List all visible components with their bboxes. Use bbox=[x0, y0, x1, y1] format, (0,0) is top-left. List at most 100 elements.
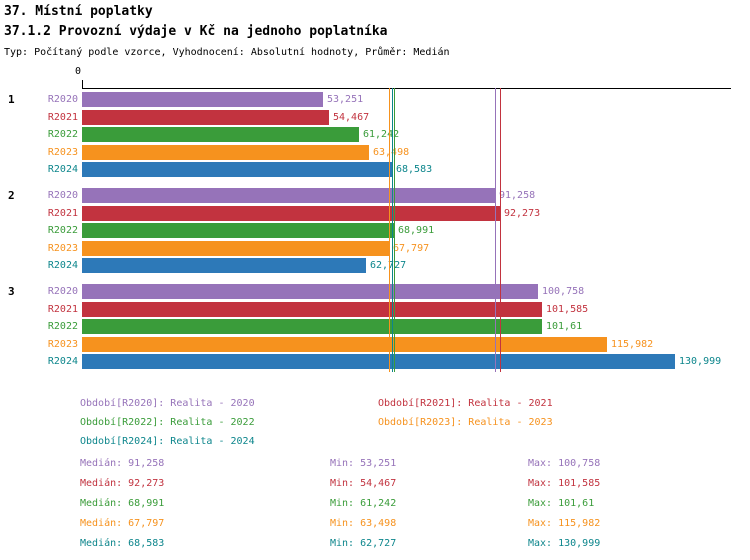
stat-median: Medián: 68,583 bbox=[80, 538, 165, 549]
axis-zero-label: 0 bbox=[74, 66, 82, 77]
chart-subtitle: 37.1.2 Provozní výdaje v Kč na jednoho p… bbox=[4, 24, 388, 39]
bar bbox=[82, 92, 323, 107]
group-label: 2 bbox=[8, 189, 15, 202]
series-label: R2024 bbox=[47, 356, 78, 367]
bar bbox=[82, 188, 495, 203]
bar bbox=[82, 284, 538, 299]
median-reference-line bbox=[495, 88, 496, 372]
bar bbox=[82, 205, 500, 221]
legend-item: Období[R2020]: Realita - 2020 bbox=[80, 398, 255, 409]
bar-value-label: 54,467 bbox=[333, 111, 370, 123]
stats-row: Medián: 91,258 Min: 53,251 Max: 100,758 bbox=[0, 458, 750, 472]
stat-min: Min: 54,467 bbox=[330, 478, 397, 489]
bar-row: R2022 101,61 bbox=[48, 319, 731, 334]
stat-max: Max: 115,982 bbox=[528, 518, 601, 529]
series-label: R2021 bbox=[47, 111, 78, 123]
bar bbox=[82, 336, 607, 352]
bar-value-label: 92,273 bbox=[504, 207, 541, 219]
stat-max: Max: 100,758 bbox=[528, 458, 601, 469]
stat-min: Min: 62,727 bbox=[330, 538, 397, 549]
series-label: R2023 bbox=[47, 146, 78, 158]
median-reference-line bbox=[394, 88, 395, 372]
chart-legend: Období[R2020]: Realita - 2020 Období[R202… bbox=[0, 398, 750, 455]
bar-value-label: 101,61 bbox=[546, 321, 583, 332]
bar-value-label: 101,585 bbox=[546, 303, 589, 315]
bar-value-label: 100,758 bbox=[542, 286, 585, 297]
series-label: R2024 bbox=[47, 164, 78, 175]
stat-median: Medián: 68,991 bbox=[80, 498, 165, 509]
median-reference-line bbox=[500, 88, 501, 372]
series-label: R2022 bbox=[47, 321, 78, 332]
bar-row: R2020 91,258 bbox=[48, 188, 731, 203]
bar-row: R2024 62,727 bbox=[48, 258, 731, 273]
bar-value-label: 115,982 bbox=[611, 338, 654, 350]
series-label: R2022 bbox=[47, 129, 78, 140]
bar bbox=[82, 223, 394, 238]
bar-row: R2023 63,498 bbox=[48, 144, 731, 160]
stat-min: Min: 53,251 bbox=[330, 458, 397, 469]
bar-value-label: 68,583 bbox=[396, 164, 433, 175]
bar-value-label: 61,242 bbox=[363, 129, 400, 140]
series-label: R2020 bbox=[47, 286, 78, 297]
series-label: R2021 bbox=[47, 303, 78, 315]
legend-item: Období[R2024]: Realita - 2024 bbox=[80, 436, 255, 447]
bar-row: R2024 130,999 bbox=[48, 354, 731, 369]
bar bbox=[82, 258, 366, 273]
group-label: 1 bbox=[8, 93, 15, 106]
group-label: 3 bbox=[8, 285, 15, 298]
bar-chart: 1 R2020 53,251 R2021 54,467 R2022 61,242 R2023 6… bbox=[8, 88, 731, 372]
series-label: R2023 bbox=[47, 338, 78, 350]
bar-row: R2021 92,273 bbox=[48, 205, 731, 221]
stat-max: Max: 101,61 bbox=[528, 498, 595, 509]
axis-line bbox=[82, 88, 731, 89]
bar-value-label: 53,251 bbox=[327, 94, 364, 105]
axis-tick bbox=[82, 80, 83, 88]
median-reference-line bbox=[389, 88, 390, 372]
median-reference-line bbox=[392, 88, 393, 372]
bar bbox=[82, 354, 675, 369]
bar bbox=[82, 301, 542, 317]
stat-max: Max: 130,999 bbox=[528, 538, 601, 549]
chart-meta-line: Typ: Počítaný podle vzorce, Vyhodnocení:… bbox=[4, 47, 450, 58]
series-label: R2023 bbox=[47, 242, 78, 254]
stat-median: Medián: 67,797 bbox=[80, 518, 165, 529]
stats-summary: Medián: 91,258 Min: 53,251 Max: 100,758 Med… bbox=[0, 455, 750, 560]
bar-row: R2021 101,585 bbox=[48, 301, 731, 317]
bar bbox=[82, 109, 329, 125]
stat-median: Medián: 92,273 bbox=[80, 478, 165, 489]
bar bbox=[82, 127, 359, 142]
bar-value-label: 130,999 bbox=[679, 356, 722, 367]
bar-row: R2023 67,797 bbox=[48, 240, 731, 256]
bar-value-label: 67,797 bbox=[393, 242, 430, 254]
bar-row: R2021 54,467 bbox=[48, 109, 731, 125]
stats-row: Medián: 68,583 Min: 62,727 Max: 130,999 bbox=[0, 538, 750, 552]
bar-value-label: 63,498 bbox=[373, 146, 410, 158]
bar bbox=[82, 319, 542, 334]
bar-row: R2022 68,991 bbox=[48, 223, 731, 238]
stat-min: Min: 61,242 bbox=[330, 498, 397, 509]
bar bbox=[82, 240, 389, 256]
series-label: R2024 bbox=[47, 260, 78, 271]
legend-item: Období[R2022]: Realita - 2022 bbox=[80, 417, 255, 428]
bar-row: R2022 61,242 bbox=[48, 127, 731, 142]
bar-row: R2023 115,982 bbox=[48, 336, 731, 352]
stat-median: Medián: 91,258 bbox=[80, 458, 165, 469]
stat-max: Max: 101,585 bbox=[528, 478, 601, 489]
legend-item: Období[R2021]: Realita - 2021 bbox=[378, 398, 553, 409]
bar bbox=[82, 162, 392, 177]
series-label: R2022 bbox=[47, 225, 78, 236]
stats-row: Medián: 67,797 Min: 63,498 Max: 115,982 bbox=[0, 518, 750, 532]
stats-row: Medián: 68,991 Min: 61,242 Max: 101,61 bbox=[0, 498, 750, 512]
bar-row: R2024 68,583 bbox=[48, 162, 731, 177]
series-label: R2020 bbox=[47, 190, 78, 201]
series-label: R2020 bbox=[47, 94, 78, 105]
series-label: R2021 bbox=[47, 207, 78, 219]
bar-value-label: 91,258 bbox=[499, 190, 536, 201]
bar-value-label: 62,727 bbox=[370, 260, 407, 271]
bar-row: R2020 53,251 bbox=[48, 92, 731, 107]
bar bbox=[82, 144, 369, 160]
page-title: 37. Místní poplatky bbox=[4, 4, 153, 19]
stats-row: Medián: 92,273 Min: 54,467 Max: 101,585 bbox=[0, 478, 750, 492]
stat-min: Min: 63,498 bbox=[330, 518, 397, 529]
